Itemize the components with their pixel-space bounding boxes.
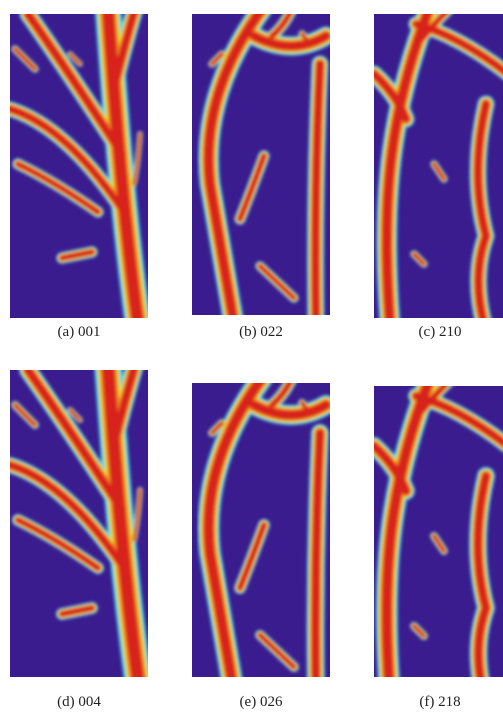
heatmap-panel [10,9,148,324]
caption: (d) 004 [57,694,101,710]
figure: (a) 001 (b) 022 (c) 210 (d) 004 (e) 026 … [0,0,503,713]
heatmap-panel [192,9,330,324]
vessel [316,433,321,693]
heatmap-panel [374,381,503,696]
vessel [316,64,321,324]
panels [10,9,503,696]
caption: (b) 022 [239,324,283,340]
caption: (c) 210 [419,324,462,340]
heatmap-panel [374,9,503,324]
heatmap-panel [192,378,330,693]
page: (a) 001 (b) 022 (c) 210 (d) 004 (e) 026 … [0,0,503,713]
caption: (a) 001 [58,324,101,340]
heatmap-panel [10,365,148,680]
caption: (f) 218 [419,694,460,710]
caption: (e) 026 [240,694,283,710]
